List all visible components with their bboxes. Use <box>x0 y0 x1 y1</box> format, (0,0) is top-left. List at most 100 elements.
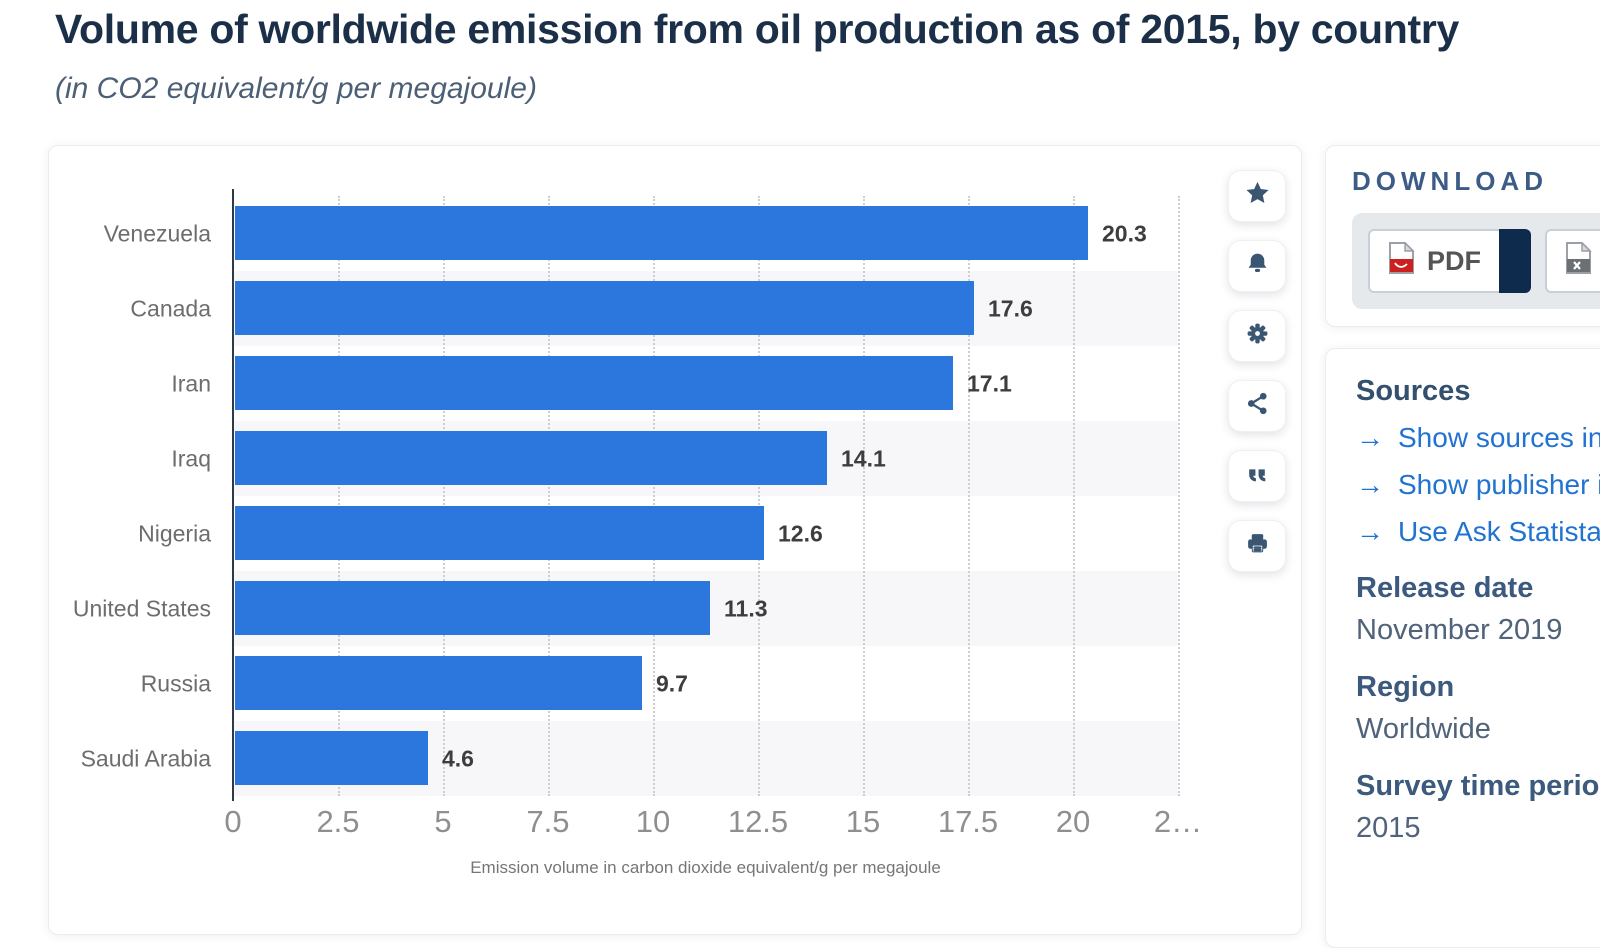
gridline <box>443 196 445 796</box>
category-label: Saudi Arabia <box>80 745 211 771</box>
x-tick-label: 10 <box>635 804 671 839</box>
bar-united-states[interactable] <box>235 581 710 635</box>
pdf-button-label: PDF <box>1427 245 1481 276</box>
pdf-options-caret[interactable] <box>1499 229 1531 293</box>
x-tick-label: 2… <box>1153 804 1203 839</box>
metadata-value: Worldwide <box>1356 713 1491 745</box>
print-button[interactable] <box>1228 520 1286 572</box>
gridline <box>1178 196 1180 796</box>
download-xls-button[interactable]: XLS <box>1545 229 1600 293</box>
bar-canada[interactable] <box>235 281 974 335</box>
chart-row: Saudi Arabia 4.6 <box>49 721 1303 796</box>
settings-button[interactable] <box>1228 310 1286 362</box>
metadata-value: 2015 <box>1356 812 1421 844</box>
bar-russia[interactable] <box>235 656 642 710</box>
statistic-metadata: Release date November 2019 Region Worldwide… <box>1356 572 1600 845</box>
metadata-label: Survey time period <box>1356 770 1600 802</box>
favorite-button[interactable] <box>1228 170 1286 222</box>
chart-toolbar <box>1228 170 1286 572</box>
value-label: 17.1 <box>967 370 1012 396</box>
x-tick-label: 15 <box>845 804 881 839</box>
plot-rows: Venezuela 20.3 Canada 17.6 Iran 17.1 Iraq 14.1 N… <box>49 196 1303 796</box>
value-label: 4.6 <box>442 745 474 771</box>
value-label: 12.6 <box>778 520 823 546</box>
category-label: Russia <box>140 670 211 696</box>
x-axis-ticks: 0 2.5 5 7.5 10 12.5 15 17.5 20 2… <box>49 804 1303 846</box>
source-link-label: Show sources information <box>1398 422 1600 453</box>
category-label: Iran <box>171 370 211 396</box>
alert-button[interactable] <box>1228 240 1286 292</box>
bar-nigeria[interactable] <box>235 506 764 560</box>
download-pdf-button[interactable]: PDF <box>1368 229 1501 293</box>
xls-file-icon <box>1565 240 1592 281</box>
cite-quote-icon <box>1245 461 1270 491</box>
bar-iran[interactable] <box>235 356 953 410</box>
chart-row: Russia 9.7 <box>49 646 1303 721</box>
chart-row: Venezuela 20.3 <box>49 196 1303 271</box>
category-label: United States <box>72 595 211 621</box>
value-label: 17.6 <box>988 295 1033 321</box>
source-link[interactable]: → Show sources information <box>1356 422 1600 454</box>
metadata-label: Release date <box>1356 572 1534 604</box>
sources-panel: Sources → Show sources information → Show p… <box>1325 348 1600 948</box>
bar-iraq[interactable] <box>235 431 827 485</box>
chart-row: Canada 17.6 <box>49 271 1303 346</box>
x-tick-label: 17.5 <box>937 804 999 839</box>
category-label: Iraq <box>171 445 211 471</box>
print-icon <box>1245 531 1270 561</box>
x-tick-label: 2.5 <box>316 804 360 839</box>
gridline <box>338 196 340 796</box>
gridline <box>968 196 970 796</box>
metadata-group: Region Worldwide <box>1356 671 1600 746</box>
category-label: Nigeria <box>138 520 211 546</box>
download-buttons: PDF XLS <box>1352 213 1600 309</box>
value-label: 9.7 <box>656 670 688 696</box>
y-axis-line <box>232 189 234 801</box>
gridline <box>548 196 550 796</box>
metadata-group: Survey time period 2015 <box>1356 770 1600 845</box>
right-arrow-icon: → <box>1356 469 1384 500</box>
pdf-file-icon <box>1388 240 1415 281</box>
x-tick-label: 5 <box>434 804 452 839</box>
favorite-star-icon <box>1245 181 1270 211</box>
x-tick-label: 7.5 <box>526 804 570 839</box>
category-label: Canada <box>130 295 211 321</box>
bar-saudi-arabia[interactable] <box>235 731 428 785</box>
page-title: Volume of worldwide emission from oil pr… <box>55 6 1460 52</box>
bar-chart: Venezuela 20.3 Canada 17.6 Iran 17.1 Iraq 14.1 N… <box>49 189 1303 916</box>
value-label: 20.3 <box>1102 220 1147 246</box>
download-heading: DOWNLOAD <box>1352 166 1548 196</box>
chart-row: United States 11.3 <box>49 571 1303 646</box>
x-axis-title: Emission volume in carbon dioxide equiva… <box>470 858 941 877</box>
value-label: 14.1 <box>841 445 886 471</box>
share-icon <box>1245 391 1270 421</box>
chart-card: Venezuela 20.3 Canada 17.6 Iran 17.1 Iraq 14.1 N… <box>48 145 1302 935</box>
share-button[interactable] <box>1228 380 1286 432</box>
gridline <box>653 196 655 796</box>
right-arrow-icon: → <box>1356 422 1384 453</box>
metadata-group: Release date November 2019 <box>1356 572 1600 647</box>
pdf-button-group: PDF <box>1368 229 1531 293</box>
source-link-label: Show publisher information <box>1398 469 1600 500</box>
sources-heading: Sources <box>1356 375 1471 407</box>
settings-gear-icon <box>1245 321 1270 351</box>
source-link[interactable]: → Show publisher information <box>1356 469 1600 501</box>
citation-button[interactable] <box>1228 450 1286 502</box>
right-arrow-icon: → <box>1356 516 1384 547</box>
value-label: 11.3 <box>724 595 768 621</box>
gridline <box>1073 196 1075 796</box>
x-tick-label: 12.5 <box>727 804 789 839</box>
bar-venezuela[interactable] <box>235 206 1088 260</box>
download-panel: DOWNLOAD PDF XLS <box>1325 145 1600 327</box>
source-links: → Show sources information → Show publisher… <box>1356 422 1600 548</box>
x-tick-label: 20 <box>1055 804 1091 839</box>
notification-bell-icon <box>1245 251 1270 281</box>
page-subtitle: (in CO2 equivalent/g per megajoule) <box>55 72 537 105</box>
chart-row: Iran 17.1 <box>49 346 1303 421</box>
x-tick-label: 0 <box>224 804 242 839</box>
category-label: Venezuela <box>103 220 211 246</box>
metadata-value: November 2019 <box>1356 614 1563 646</box>
gridline <box>758 196 760 796</box>
source-link[interactable]: → Use Ask Statista Research Service <box>1356 516 1600 548</box>
metadata-label: Region <box>1356 671 1455 703</box>
